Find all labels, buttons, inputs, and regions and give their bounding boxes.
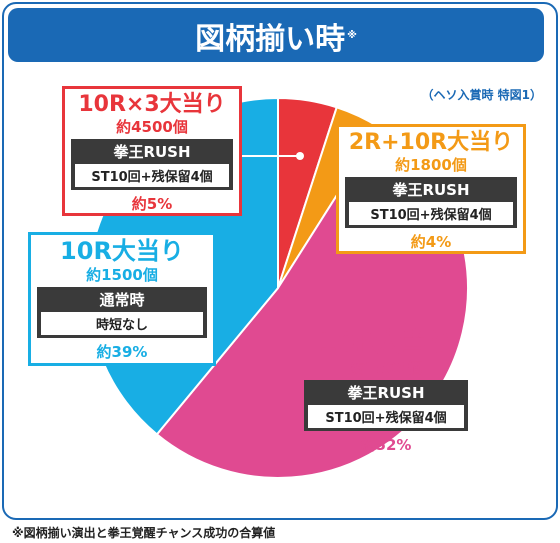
slice-count: 約1800個 [395,156,467,175]
slice-count: 約1500個 [86,266,158,285]
slice-label: 10R大当り [60,237,184,265]
slice-detail: ST10回+残保留4個 [349,202,513,226]
slice-mode: 拳王RUSH [304,380,468,406]
slice-label: 10R×3大当り [78,92,226,117]
chart-title: 図柄揃い時 ※ [195,22,357,57]
slice-percent: 約5% [131,195,173,214]
title-note-mark: ※ [347,30,357,41]
slice-label: 2R+10R大当り [348,130,514,155]
title-bar: 図柄揃い時 ※ [8,8,544,62]
slice-percent: 約4% [410,233,452,252]
footnote: ※図柄揃い演出と拳王覚醒チャンス成功の合算値 [12,526,276,540]
slice-detail: 時短なし [41,312,203,336]
slice-detail: ST10回+残保留4個 [75,164,229,188]
callout-10r-normal: 10R大当り 約1500個 通常時 時短なし 約39% [28,232,216,366]
callout-10r-rush: 10R大当り 約1500個 拳王RUSH ST10回+残保留4個 約52% [298,328,474,458]
callout-10r-x3: 10R×3大当り 約4500個 拳王RUSH ST10回+残保留4個 約5% [62,86,242,216]
chart-subtitle: （ヘソ入賞時 特図1） [421,88,542,102]
leader-dot [296,152,304,160]
slice-label: 10R大当り [318,328,454,358]
slice-count: 約1500個 [350,359,422,378]
slice-detail: ST10回+残保留4個 [308,405,464,429]
slice-percent: 約52% [360,436,412,455]
callout-2r-10r: 2R+10R大当り 約1800個 拳王RUSH ST10回+残保留4個 約4% [336,124,526,254]
slice-mode: 拳王RUSH [71,139,233,165]
slice-percent: 約39% [96,343,148,362]
slice-mode: 通常時 [37,287,207,313]
slice-mode: 拳王RUSH [345,177,517,203]
slice-count: 約4500個 [116,118,188,137]
